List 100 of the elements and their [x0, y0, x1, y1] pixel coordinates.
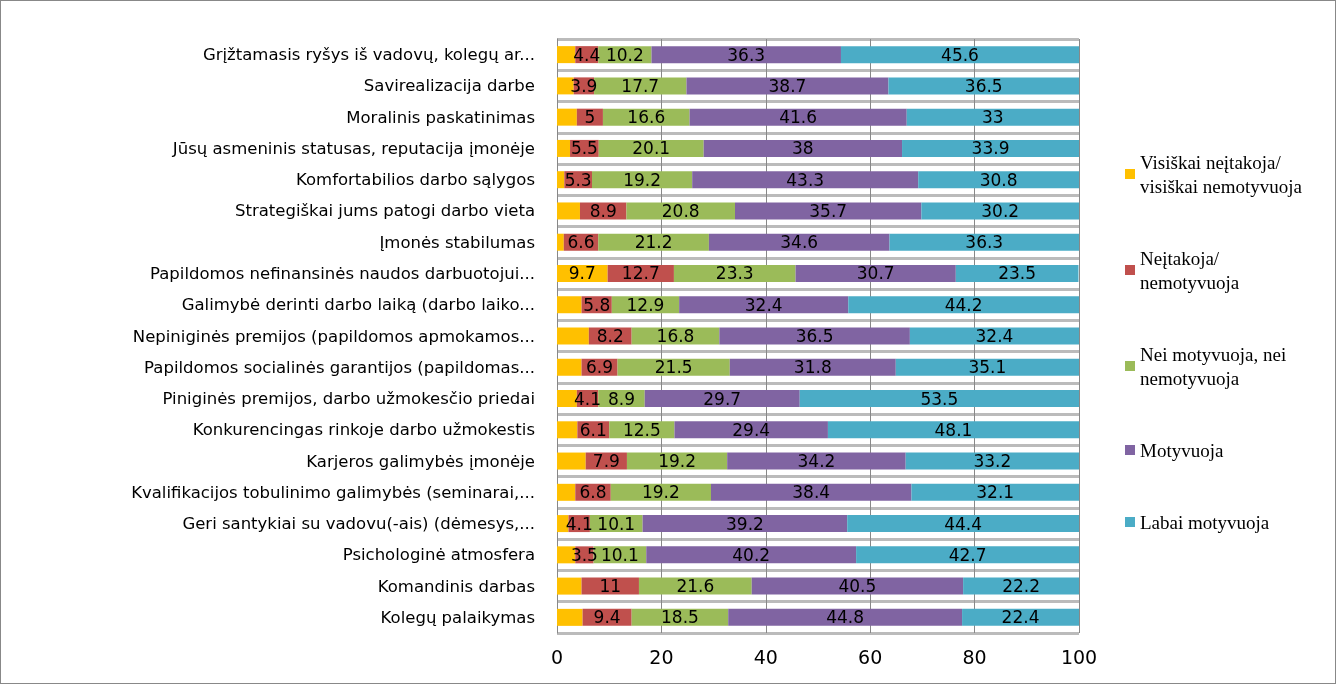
bar [557, 139, 571, 157]
bar [689, 108, 907, 126]
data-label: 9.7 [568, 263, 596, 284]
y-tick-label: Kolegų palaikymas [380, 607, 535, 627]
data-label: 32.1 [976, 482, 1015, 503]
y-tick-label: Grįžtamasis ryšys iš vadovų, kolegų ar... [202, 45, 535, 65]
y-tick-label: Moralinis paskatinimas [346, 107, 535, 127]
y-tick-label: Psichologinė atmosfera [342, 545, 535, 565]
data-label: 20.1 [632, 138, 671, 159]
bar [557, 358, 582, 376]
data-label: 8.9 [607, 388, 635, 409]
bar [795, 264, 956, 282]
bar [557, 577, 582, 595]
bar [673, 264, 796, 282]
bar [719, 327, 910, 345]
legend-label: Labai motyvuoja [1140, 511, 1270, 533]
data-label: 12.9 [626, 294, 665, 315]
bar [751, 577, 964, 595]
y-tick-label: Konkurencingas rinkoje darbo užmokestis [192, 420, 535, 440]
bar [728, 608, 963, 626]
bar [674, 421, 828, 439]
bar [827, 421, 1079, 439]
data-label: 5.3 [564, 169, 592, 190]
bar [710, 483, 912, 501]
data-label: 20.8 [661, 200, 700, 221]
data-label: 5.5 [570, 138, 598, 159]
bar [638, 577, 752, 595]
data-label: 44.8 [826, 607, 865, 628]
bar [735, 202, 922, 220]
y-tick-label: Strategiškai jums patogi darbo vieta [235, 201, 535, 221]
data-label: 36.5 [795, 326, 834, 346]
bar [651, 46, 841, 64]
bar [848, 296, 1079, 314]
bar [856, 546, 1079, 564]
data-label: 38.7 [768, 75, 807, 96]
bar [557, 452, 586, 470]
x-tick-label: 60 [858, 645, 883, 668]
bar [644, 390, 800, 408]
data-label: 38.4 [792, 482, 831, 503]
legend-label: Nei motyvuoja, nei nemotyvuoja [1140, 343, 1291, 389]
x-tick-label: 80 [962, 645, 987, 668]
y-tick-label: Jūsų asmeninis statusas, reputacija įmonėje [171, 138, 535, 158]
data-label: 6.9 [586, 357, 614, 378]
bar [729, 358, 896, 376]
y-tick-label: Komandinis darbas [377, 576, 535, 596]
y-tick-label: Papildomos socialinės garantijos (papildomas... [144, 357, 535, 377]
data-label: 10.1 [597, 513, 636, 534]
data-label: 10.1 [600, 544, 639, 565]
data-label: 12.7 [621, 263, 660, 284]
y-tick-label: Nepiniginės premijos (papildomos apmokamos... [132, 326, 535, 346]
data-label: 22.2 [1002, 576, 1040, 597]
data-label: 8.2 [596, 326, 624, 346]
data-label: 9.4 [593, 607, 621, 628]
bar [799, 390, 1079, 408]
x-tick-label: 0 [550, 645, 564, 668]
data-label: 36.3 [727, 44, 766, 65]
bar [906, 108, 1079, 126]
y-tick-label: Karjeros galimybės įmonėje [306, 451, 535, 471]
bar [708, 233, 890, 251]
data-label: 21.6 [676, 576, 715, 597]
data-label: 32.4 [744, 294, 783, 315]
bar [962, 608, 1079, 626]
bar [911, 483, 1079, 501]
bar [557, 46, 576, 64]
bar [557, 171, 565, 189]
data-label: 6.8 [579, 482, 607, 503]
bar [598, 233, 709, 251]
data-label: 7.9 [592, 451, 620, 472]
bar [557, 233, 564, 251]
data-label: 21.2 [634, 232, 673, 253]
data-label: 42.7 [948, 544, 987, 565]
data-label: 36.5 [964, 75, 1003, 96]
y-tick-label: Komfortabilios darbo sąlygos [295, 170, 535, 190]
data-label: 30.8 [979, 169, 1018, 190]
data-label: 45.6 [941, 44, 979, 65]
bar [840, 46, 1079, 64]
y-tick-label: Piniginės premijos, darbo užmokesčio priedai [162, 389, 535, 409]
data-label: 12.5 [622, 419, 661, 440]
bar [692, 171, 919, 189]
data-label: 30.2 [981, 200, 1020, 221]
data-label: 23.3 [715, 263, 754, 284]
data-label: 40.2 [732, 544, 771, 565]
bar [909, 327, 1079, 345]
data-label: 21.5 [654, 357, 693, 378]
data-label: 44.4 [944, 513, 983, 534]
data-label: 5.8 [583, 294, 611, 315]
y-tick-label: Įmonės stabilumas [379, 232, 535, 252]
bar [889, 233, 1079, 251]
data-label: 53.5 [920, 388, 959, 409]
bar [557, 108, 577, 126]
y-tick-label: Kvalifikacijos tobulinimo galimybės (seminarai,... [131, 482, 535, 502]
data-label: 34.6 [780, 232, 819, 253]
data-label: 6.1 [579, 419, 607, 440]
data-label: 29.7 [703, 388, 742, 409]
data-label: 43.3 [786, 169, 825, 190]
data-label: 5 [584, 107, 596, 128]
data-label: 29.4 [732, 419, 771, 440]
y-tick-label: Galimybė derinti darbo laiką (darbo laiko... [181, 295, 535, 315]
bar [905, 452, 1079, 470]
data-label: 31.8 [793, 357, 832, 378]
